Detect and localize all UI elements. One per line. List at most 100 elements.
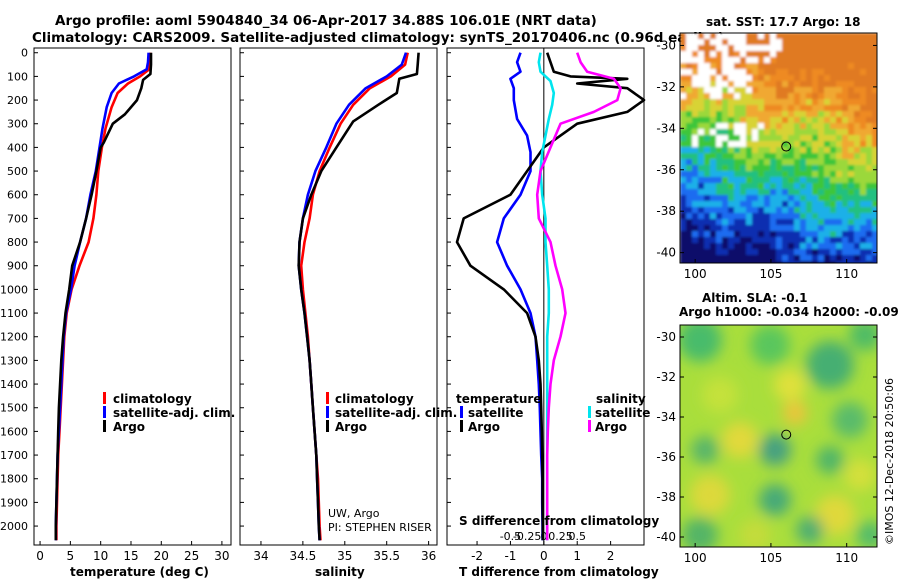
- x-tick-label: 36: [421, 549, 436, 563]
- x-tick-label: 35: [337, 549, 352, 563]
- lon-tick-label: 100: [684, 267, 707, 281]
- legend-label-argo: Argo: [335, 420, 367, 434]
- x-tick-label: 0: [36, 549, 44, 563]
- difference-legend: temperature salinity satellite Argo sate…: [456, 392, 650, 434]
- sla-map-frame: [679, 324, 878, 548]
- series-line-argo: [54, 52, 153, 541]
- salinity-panel-frame: [239, 47, 438, 546]
- depth-tick-label: 1200: [0, 331, 28, 344]
- legend-label-climatology: climatology: [113, 392, 192, 406]
- depth-tick-label: 1900: [0, 496, 28, 509]
- legend-title-salinity: salinity: [596, 392, 646, 406]
- argo-position-marker: [781, 429, 792, 440]
- series-line-satellite-adj-clim-: [54, 52, 150, 541]
- lat-tick-label: -30: [656, 38, 676, 52]
- sla-map-title: Altim. SLA: -0.1: [702, 291, 808, 305]
- top-x-tick-label: -0.25: [513, 530, 541, 543]
- lon-tick-label: 110: [835, 551, 858, 565]
- lat-tick-label: -32: [656, 80, 676, 94]
- legend-label-climatology: climatology: [335, 392, 414, 406]
- depth-tick-label: 1800: [0, 473, 28, 486]
- series-line-satellite-adj-clim-: [297, 52, 408, 541]
- legend-title-temperature: temperature: [456, 392, 541, 406]
- lat-tick-label: -38: [656, 204, 676, 218]
- depth-tick-label: 400: [7, 141, 28, 154]
- series-line-t-argo: [455, 52, 646, 541]
- x-tick-label: 20: [154, 549, 169, 563]
- lon-tick-label: 110: [835, 267, 858, 281]
- legend-swatch-satellite: [326, 406, 329, 418]
- depth-tick-label: 100: [7, 70, 28, 83]
- sla-map: [680, 325, 877, 547]
- legend-swatch-satellite: [103, 406, 106, 418]
- legend-label-s-argo: Argo: [595, 420, 627, 434]
- credit-stamp: ©IMOS 12-Dec-2018 20:50:06: [883, 378, 896, 545]
- temperature-panel-frame: [33, 47, 232, 546]
- legend-swatch-climatology: [326, 392, 329, 404]
- legend-swatch-t-satellite: [460, 406, 463, 418]
- lon-tick-label: 105: [759, 551, 782, 565]
- depth-tick-label: 800: [7, 236, 28, 249]
- legend-swatch-s-argo: [588, 420, 591, 432]
- depth-tick-label: 1300: [0, 354, 28, 367]
- depth-tick-label: 1500: [0, 402, 28, 415]
- legend-label-t-satellite: satellite: [468, 406, 523, 420]
- legend-label-satellite: satellite-adj. clim.: [113, 406, 235, 420]
- temperature-panel: 0 5 10 15 20 25 30: [36, 52, 230, 563]
- depth-tick-label: 700: [7, 212, 28, 225]
- series-line-argo: [297, 52, 420, 541]
- legend-swatch-s-satellite: [588, 406, 591, 418]
- legend-swatch-argo: [326, 420, 329, 432]
- x-tick-label: 10: [93, 549, 108, 563]
- difference-panel-frame: [446, 47, 645, 546]
- lat-tick-label: -38: [656, 490, 676, 504]
- x-tick-label: 15: [123, 549, 138, 563]
- x-tick-label: -2: [471, 549, 483, 563]
- depth-tick-label: 600: [7, 189, 28, 202]
- x-tick-label: 30: [214, 549, 229, 563]
- x-tick-label: 35.5: [373, 549, 400, 563]
- x-tick-label: 0: [540, 549, 548, 563]
- sst-map-axes: -30 -32 -34 -36 -38 -40 100 105 110: [656, 38, 877, 281]
- x-tick-label: 5: [67, 549, 75, 563]
- legend-label-s-satellite: satellite: [595, 406, 650, 420]
- top-x-tick-label: -0.5: [500, 530, 521, 543]
- x-tick-label: -1: [504, 549, 516, 563]
- temperature-legend: climatology satellite-adj. clim. Argo: [103, 392, 235, 434]
- sst-map: [680, 33, 877, 263]
- salinity-legend: climatology satellite-adj. clim. Argo: [326, 392, 457, 434]
- depth-tick-label: 300: [7, 118, 28, 131]
- x-tick-label: 25: [184, 549, 199, 563]
- difference-xlabel: T difference from climatology: [459, 565, 659, 579]
- x-tick-label: 34: [253, 549, 268, 563]
- salinity-panel: 34 34.5 35 35.5 36: [253, 52, 436, 563]
- lat-tick-label: -34: [656, 410, 676, 424]
- depth-tick-label: 1400: [0, 378, 28, 391]
- top-x-tick-label: 0.5: [568, 530, 586, 543]
- depth-tick-label: 500: [7, 165, 28, 178]
- top-x-tick-label: 0.25: [548, 530, 573, 543]
- series-line-t-satellite: [495, 52, 544, 541]
- lon-tick-label: 105: [759, 267, 782, 281]
- x-tick-label: 2: [607, 549, 615, 563]
- legend-swatch-t-argo: [460, 420, 463, 432]
- lat-tick-label: -34: [656, 121, 676, 135]
- sla-map-subtitle: Argo h1000: -0.034 h2000: -0.091: [679, 305, 900, 319]
- series-line-s-argo: [535, 52, 622, 541]
- figure-subtitle: Climatology: CARS2009. Satellite-adjuste…: [32, 30, 724, 46]
- lat-tick-label: -30: [656, 330, 676, 344]
- x-tick-label: 34.5: [290, 549, 317, 563]
- difference-panel: -2 -1 0 1 2-0.5-0.250 0.250.5: [455, 48, 646, 563]
- depth-tick-label: 0: [21, 47, 28, 60]
- argo-position-marker: [781, 141, 792, 152]
- sst-map-title: sat. SST: 17.7 Argo: 18: [706, 15, 860, 29]
- depth-axis: 0 100 200 300 400 500 600 700 800 900 1000 1100 1200…: [0, 47, 451, 533]
- depth-tick-label: 1100: [0, 307, 28, 320]
- legend-label-satellite: satellite-adj. clim.: [335, 406, 457, 420]
- depth-tick-label: 1600: [0, 425, 28, 438]
- sst-map-frame: [679, 32, 878, 264]
- lat-tick-label: -40: [656, 530, 676, 544]
- operator-annotation: UW, Argo: [328, 507, 380, 520]
- depth-tick-label: 1000: [0, 283, 28, 296]
